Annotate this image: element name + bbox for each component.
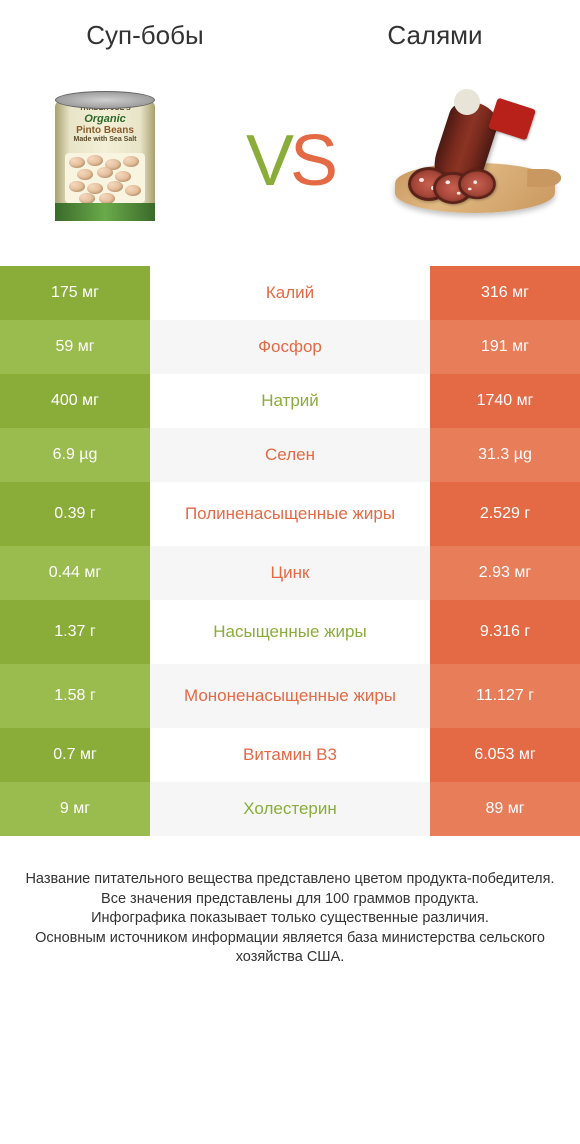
right-food-image — [390, 86, 560, 236]
left-value: 0.39 г — [0, 482, 150, 546]
nutrient-label: Полиненасыщенные жиры — [150, 482, 430, 546]
left-value: 1.37 г — [0, 600, 150, 664]
left-value: 9 мг — [0, 782, 150, 836]
left-value: 6.9 µg — [0, 428, 150, 482]
table-row: 0.7 мгВитамин B36.053 мг — [0, 728, 580, 782]
beans-window — [65, 153, 145, 203]
table-row: 9 мгХолестерин89 мг — [0, 782, 580, 836]
vs-label: VS — [246, 120, 334, 202]
can-subtitle: Made with Sea Salt — [55, 136, 155, 144]
salami-illustration — [390, 101, 560, 221]
footnote-line: Основным источником информации является … — [20, 929, 560, 968]
left-value: 59 мг — [0, 320, 150, 374]
left-title: Суп-бобы — [0, 20, 290, 51]
images-row: TRADER JOE'S Organic Pinto Beans Made wi… — [0, 56, 580, 266]
beans-can-illustration: TRADER JOE'S Organic Pinto Beans Made wi… — [55, 91, 155, 231]
left-value: 175 мг — [0, 266, 150, 320]
nutrient-label: Фосфор — [150, 320, 430, 374]
left-value: 1.58 г — [0, 664, 150, 728]
table-row: 1.58 гМононенасыщенные жиры11.127 г — [0, 664, 580, 728]
footnote-line: Инфографика показывает только существенн… — [20, 909, 560, 929]
right-title: Салями — [290, 20, 580, 51]
table-row: 175 мгКалий316 мг — [0, 266, 580, 320]
table-row: 6.9 µgСелен31.3 µg — [0, 428, 580, 482]
footnote: Название питательного вещества представл… — [0, 836, 580, 978]
left-value: 0.44 мг — [0, 546, 150, 600]
nutrient-label: Натрий — [150, 374, 430, 428]
right-value: 191 мг — [430, 320, 580, 374]
right-value: 1740 мг — [430, 374, 580, 428]
vs-v: V — [246, 121, 290, 201]
left-value: 400 мг — [0, 374, 150, 428]
nutrient-label: Холестерин — [150, 782, 430, 836]
table-row: 400 мгНатрий1740 мг — [0, 374, 580, 428]
vs-s: S — [290, 121, 334, 201]
right-value: 2.529 г — [430, 482, 580, 546]
salami-brand-label — [488, 98, 536, 141]
right-value: 89 мг — [430, 782, 580, 836]
footnote-line: Название питательного вещества представл… — [20, 870, 560, 890]
can-name: Pinto Beans — [55, 125, 155, 136]
right-value: 31.3 µg — [430, 428, 580, 482]
header-row: Суп-бобы Салями — [0, 10, 580, 56]
can-organic: Organic — [55, 113, 155, 125]
table-row: 1.37 гНасыщенные жиры9.316 г — [0, 600, 580, 664]
nutrient-label: Калий — [150, 266, 430, 320]
right-value: 316 мг — [430, 266, 580, 320]
right-value: 9.316 г — [430, 600, 580, 664]
can-label: TRADER JOE'S Organic Pinto Beans Made wi… — [55, 105, 155, 143]
nutrient-label: Насыщенные жиры — [150, 600, 430, 664]
footnote-line: Все значения представлены для 100 граммо… — [20, 890, 560, 910]
table-row: 0.44 мгЦинк2.93 мг — [0, 546, 580, 600]
nutrient-label: Мононенасыщенные жиры — [150, 664, 430, 728]
comparison-table: 175 мгКалий316 мг59 мгФосфор191 мг400 мг… — [0, 266, 580, 836]
table-row: 59 мгФосфор191 мг — [0, 320, 580, 374]
left-food-image: TRADER JOE'S Organic Pinto Beans Made wi… — [20, 86, 190, 236]
nutrient-label: Селен — [150, 428, 430, 482]
right-value: 2.93 мг — [430, 546, 580, 600]
right-value: 11.127 г — [430, 664, 580, 728]
table-row: 0.39 гПолиненасыщенные жиры2.529 г — [0, 482, 580, 546]
infographic: Суп-бобы Салями TRADER JOE'S Organic Pin… — [0, 0, 580, 978]
right-value: 6.053 мг — [430, 728, 580, 782]
nutrient-label: Цинк — [150, 546, 430, 600]
nutrient-label: Витамин B3 — [150, 728, 430, 782]
left-value: 0.7 мг — [0, 728, 150, 782]
